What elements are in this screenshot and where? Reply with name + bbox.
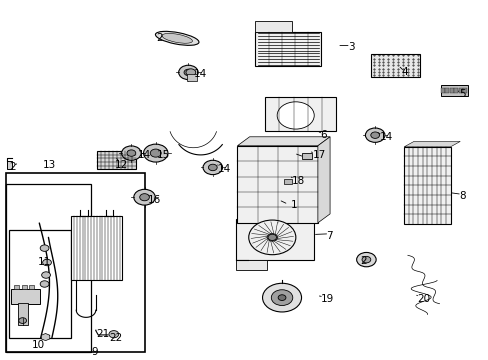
Polygon shape xyxy=(237,137,329,146)
Bar xyxy=(370,54,419,77)
Circle shape xyxy=(40,245,49,251)
Circle shape xyxy=(271,290,292,306)
Circle shape xyxy=(203,160,222,175)
Bar xyxy=(235,260,266,270)
Text: 15: 15 xyxy=(157,150,170,160)
Text: 17: 17 xyxy=(312,150,325,160)
Circle shape xyxy=(134,189,155,205)
Circle shape xyxy=(248,220,295,255)
Bar xyxy=(29,285,34,289)
Bar xyxy=(283,179,292,184)
Bar xyxy=(440,88,444,93)
Circle shape xyxy=(262,283,301,312)
Bar xyxy=(6,161,12,169)
Circle shape xyxy=(40,281,49,287)
Text: 3: 3 xyxy=(347,42,354,52)
Circle shape xyxy=(42,259,51,266)
Circle shape xyxy=(109,330,119,338)
Text: 2: 2 xyxy=(9,162,16,172)
Text: 20: 20 xyxy=(417,294,430,304)
Bar xyxy=(18,303,27,325)
Bar xyxy=(404,147,449,224)
Circle shape xyxy=(41,272,50,278)
Circle shape xyxy=(150,149,161,157)
Bar xyxy=(71,216,122,280)
Text: 22: 22 xyxy=(109,333,122,343)
Text: 7: 7 xyxy=(326,231,332,240)
Bar xyxy=(11,289,40,304)
Bar xyxy=(462,88,467,93)
Circle shape xyxy=(370,132,379,138)
Bar xyxy=(21,285,26,289)
Text: 9: 9 xyxy=(91,347,98,357)
Circle shape xyxy=(208,164,217,171)
Circle shape xyxy=(143,144,167,162)
Text: 16: 16 xyxy=(148,195,161,205)
Text: 14: 14 xyxy=(379,132,392,142)
Circle shape xyxy=(277,102,314,129)
Polygon shape xyxy=(317,137,329,223)
Bar xyxy=(235,219,313,260)
Text: 14: 14 xyxy=(138,150,151,160)
Bar xyxy=(255,32,321,66)
Text: 8: 8 xyxy=(458,191,465,201)
Circle shape xyxy=(140,194,149,201)
Text: 1: 1 xyxy=(290,200,297,210)
Circle shape xyxy=(267,234,276,240)
Bar xyxy=(445,88,448,93)
Text: 10: 10 xyxy=(32,340,45,350)
Circle shape xyxy=(266,234,277,241)
Text: 13: 13 xyxy=(43,160,56,170)
Circle shape xyxy=(178,65,198,80)
Bar xyxy=(97,151,136,169)
Bar xyxy=(14,285,19,289)
Polygon shape xyxy=(404,141,459,147)
Circle shape xyxy=(361,256,370,263)
Bar xyxy=(237,146,317,223)
Ellipse shape xyxy=(155,31,199,45)
Text: 5: 5 xyxy=(458,89,465,99)
Bar xyxy=(453,88,458,93)
Text: 2: 2 xyxy=(156,33,162,43)
Text: 11: 11 xyxy=(38,257,51,267)
Bar xyxy=(5,173,144,352)
Text: 19: 19 xyxy=(321,294,334,304)
Text: 2: 2 xyxy=(360,256,366,266)
Circle shape xyxy=(127,150,136,156)
Bar xyxy=(264,96,335,131)
Bar xyxy=(458,88,462,93)
Bar xyxy=(449,88,453,93)
Ellipse shape xyxy=(162,33,192,43)
Circle shape xyxy=(183,69,192,76)
Circle shape xyxy=(365,128,384,142)
Bar xyxy=(255,21,291,32)
Bar xyxy=(9,230,71,338)
Bar xyxy=(301,153,312,159)
Text: 4: 4 xyxy=(401,67,407,77)
Circle shape xyxy=(19,318,26,323)
Circle shape xyxy=(356,252,375,267)
Circle shape xyxy=(122,146,141,160)
Bar xyxy=(5,184,91,352)
Circle shape xyxy=(278,295,285,301)
Text: 18: 18 xyxy=(291,176,305,186)
Bar xyxy=(187,74,197,81)
Bar xyxy=(440,85,467,96)
Text: 6: 6 xyxy=(320,130,326,140)
Text: 14: 14 xyxy=(217,163,230,174)
Text: 12: 12 xyxy=(115,160,128,170)
Text: 14: 14 xyxy=(194,69,207,79)
Text: 21: 21 xyxy=(96,329,109,339)
Circle shape xyxy=(185,69,195,76)
